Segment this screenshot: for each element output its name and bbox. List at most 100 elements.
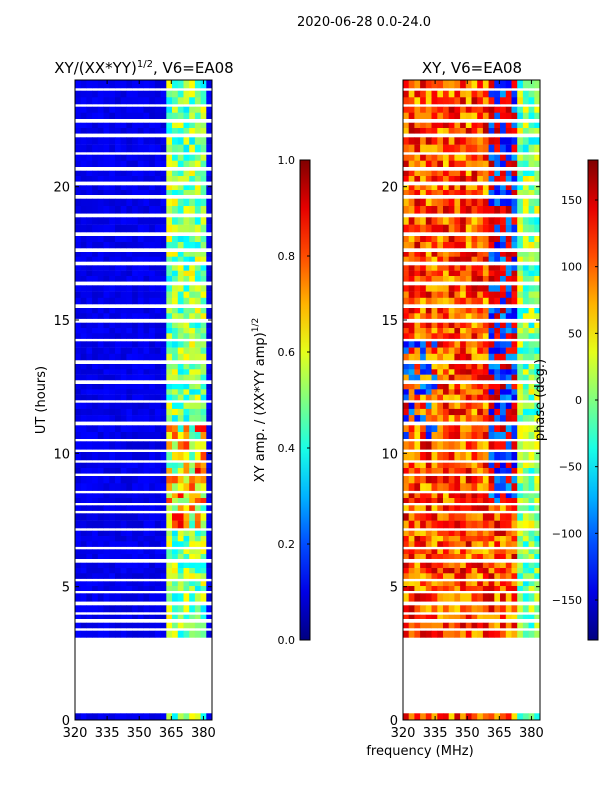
heatmap-cell: [460, 265, 467, 271]
heatmap-cell: [414, 90, 421, 98]
heatmap-cell: [75, 252, 82, 257]
heatmap-cell: [465, 364, 472, 370]
heatmap-cell: [471, 128, 478, 134]
heatmap-cell: [425, 291, 432, 299]
heatmap-cell: [511, 622, 518, 629]
heatmap-cell: [414, 106, 421, 113]
heatmap-cell: [206, 333, 213, 339]
heatmap-cell: [460, 252, 467, 257]
heatmap-cell: [132, 364, 139, 370]
heatmap-cell: [126, 333, 133, 339]
heatmap-cell: [166, 270, 173, 277]
heatmap-cell: [505, 408, 512, 416]
heatmap-cell: [154, 224, 161, 233]
heatmap-cell: [149, 498, 156, 503]
heatmap-cell: [172, 322, 179, 329]
heatmap-cell: [149, 333, 156, 339]
heatmap-cell: [403, 144, 410, 153]
heatmap-cell: [522, 270, 529, 277]
heatmap-cell: [425, 425, 432, 433]
heatmap-cell: [86, 198, 93, 207]
heatmap-cell: [454, 160, 461, 167]
heatmap-cell: [115, 369, 122, 375]
heatmap-cell: [488, 622, 495, 629]
heatmap-cell: [177, 408, 184, 416]
heatmap-cell: [97, 313, 104, 319]
heatmap-cell: [408, 441, 415, 450]
heatmap-cell: [482, 586, 489, 591]
heatmap-cell: [92, 593, 99, 602]
heatmap-cell: [120, 468, 127, 474]
heatmap-cell: [494, 308, 501, 314]
heatmap-cell: [534, 276, 541, 282]
heatmap-cell: [149, 369, 156, 375]
x-tick-label: 350: [455, 726, 480, 741]
heatmap-cell: [86, 498, 93, 503]
heatmap-cell: [154, 353, 161, 361]
heatmap-cell: [534, 122, 541, 129]
heatmap-cell: [517, 128, 524, 134]
heatmap-cell: [132, 415, 139, 422]
heatmap-cell: [534, 384, 541, 390]
heatmap-cell: [86, 369, 93, 375]
heatmap-cell: [448, 541, 455, 547]
heatmap-cell: [448, 441, 455, 450]
x-tick-label: 365: [487, 726, 512, 741]
heatmap-cell: [115, 374, 122, 381]
heatmap-cell: [75, 328, 82, 334]
heatmap-cell: [80, 190, 87, 195]
heatmap-cell: [431, 176, 438, 182]
heatmap-cell: [460, 622, 467, 629]
heatmap-cell: [177, 185, 184, 191]
heatmap-cell: [488, 285, 495, 292]
heatmap-cell: [482, 285, 489, 292]
heatmap-cell: [465, 520, 472, 529]
heatmap-cell: [120, 333, 127, 339]
heatmap-cell: [511, 122, 518, 129]
heatmap-cell: [132, 313, 139, 319]
heatmap-cell: [200, 462, 207, 469]
heatmap-cell: [120, 112, 127, 119]
heatmap-cell: [408, 520, 415, 529]
heatmap-cell: [166, 581, 173, 587]
heatmap-cell: [403, 562, 410, 569]
heatmap-cell: [420, 389, 427, 395]
heatmap-cell: [403, 476, 410, 484]
heatmap-cell: [505, 97, 512, 105]
heatmap-cell: [528, 341, 535, 348]
heatmap-cell: [482, 206, 489, 214]
heatmap-cell: [500, 394, 507, 401]
heatmap-cell: [448, 170, 455, 177]
heatmap-cell: [183, 270, 190, 277]
heatmap-cell: [126, 297, 133, 305]
heatmap-cell: [505, 369, 512, 375]
heatmap-cell: [120, 513, 127, 521]
heatmap-cell: [465, 374, 472, 381]
heatmap-cell: [454, 256, 461, 262]
heatmap-cell: [460, 106, 467, 113]
heatmap-cell: [92, 347, 99, 355]
heatmap-cell: [437, 217, 444, 225]
heatmap-cell: [431, 568, 438, 574]
heatmap-cell: [143, 562, 150, 569]
heatmap-cell: [414, 224, 421, 233]
heatmap-cell: [488, 493, 495, 499]
heatmap-cell: [172, 160, 179, 167]
heatmap-cell: [137, 568, 144, 574]
heatmap-cell: [120, 170, 127, 177]
heatmap-cell: [137, 154, 144, 161]
heatmap-cell: [126, 170, 133, 177]
heatmap-cell: [126, 441, 133, 450]
heatmap-cell: [143, 536, 150, 542]
heatmap-cell: [126, 513, 133, 521]
heatmap-cell: [505, 291, 512, 299]
heatmap-cell: [97, 347, 104, 355]
heatmap-cell: [103, 112, 110, 119]
heatmap-cell: [477, 536, 484, 542]
heatmap-cell: [443, 513, 450, 521]
heatmap-cell: [437, 90, 444, 98]
heatmap-cell: [425, 198, 432, 207]
heatmap-cell: [460, 713, 467, 721]
heatmap-cell: [194, 236, 201, 243]
heatmap-cell: [189, 384, 196, 390]
